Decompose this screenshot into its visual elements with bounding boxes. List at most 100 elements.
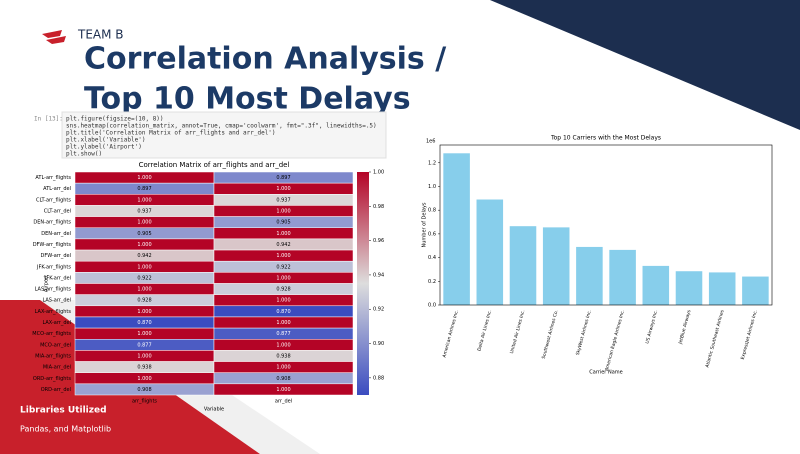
chart-title: Top 10 Carriers with the Most Delays	[550, 135, 661, 142]
footer-heading: Libraries Utilized	[20, 406, 107, 416]
cell-label: 0.877	[276, 331, 290, 337]
cell-label: 1.000	[276, 231, 290, 237]
bar	[609, 249, 636, 305]
y-tick-label: 0.4	[428, 255, 436, 261]
row-label: LAX-arr_del	[42, 320, 71, 326]
y-offset-label: 1e6	[426, 139, 435, 145]
bar	[742, 276, 769, 305]
team-label: TEAM B	[77, 28, 124, 42]
colorbar-tick-label: 0.94	[373, 272, 384, 278]
cell-label: 0.938	[137, 365, 151, 371]
cell-label: 1.000	[137, 220, 151, 226]
cell-label: 0.870	[137, 320, 151, 326]
y-tick-label: 0.8	[428, 208, 436, 214]
cell-label: 1.000	[137, 264, 151, 270]
code-line: plt.figure(figsize=(10, 8))	[66, 116, 164, 123]
cell-label: 1.000	[137, 242, 151, 248]
cell-label: 1.000	[276, 387, 290, 393]
cell-label: 0.897	[137, 186, 151, 192]
cell-label: 1.000	[276, 365, 290, 371]
cell-label: 1.000	[137, 353, 151, 359]
cell-label: 0.905	[137, 231, 151, 237]
row-label: MIA-arr_flights	[35, 353, 71, 359]
cell-label: 1.000	[137, 175, 151, 181]
column-label: arr_del	[275, 399, 292, 405]
bar	[476, 199, 504, 305]
row-label: CLT-arr_del	[44, 209, 71, 215]
cell-label: 0.922	[137, 275, 151, 281]
plot-frame	[439, 144, 773, 306]
cell-label: 0.942	[276, 242, 290, 248]
chart-title: Correlation Matrix of arr_flights and ar…	[139, 161, 290, 169]
title-line: Correlation Analysis /	[84, 42, 446, 77]
cell-label: 1.000	[276, 186, 290, 192]
cell-label: 0.937	[137, 209, 151, 215]
code-line: plt.title('Correlation Matrix of arr_fli…	[66, 130, 276, 137]
code-line: sns.heatmap(correlation_matrix, annot=Tr…	[66, 123, 377, 130]
cell-label: 0.877	[137, 342, 151, 348]
colorbar-tick-label: 0.90	[373, 341, 384, 347]
row-label: DEN-arr_del	[41, 231, 71, 237]
logo	[42, 30, 66, 44]
navy-corner	[490, 0, 800, 130]
cell-label: 1.000	[137, 309, 151, 315]
row-label: LAS-arr_flights	[35, 287, 72, 293]
code-cell	[61, 111, 387, 159]
code-prompt: In [13]:	[34, 116, 63, 123]
y-axis-label: Number of Delays	[422, 202, 428, 247]
y-axis-label: Airport	[44, 275, 50, 292]
code-line: plt.xlabel('Variable')	[66, 137, 145, 144]
logo-stroke	[46, 36, 66, 44]
x-axis-label: Variable	[204, 407, 224, 413]
code-line: plt.ylabel('Airport')	[66, 144, 142, 151]
row-label: DEN-arr_flights	[33, 220, 71, 226]
y-tick-label: 1.2	[428, 160, 436, 166]
cell-label: 1.000	[276, 275, 290, 281]
bar	[542, 227, 570, 305]
row-label: DFW-arr_del	[41, 253, 72, 259]
cell-label: 1.000	[137, 287, 151, 293]
cell-label: 0.938	[276, 353, 290, 359]
row-label: MCO-arr_flights	[32, 331, 71, 337]
cell-label: 0.908	[137, 387, 151, 393]
y-tick-label: 0.0	[428, 303, 436, 309]
cell-label: 0.908	[276, 376, 290, 382]
title-line: Top 10 Most Delays	[84, 82, 411, 117]
y-tick-label: 1.0	[428, 184, 436, 190]
row-label: ATL-arr_flights	[35, 175, 71, 181]
y-tick-label: 0.2	[428, 279, 436, 285]
cell-label: 0.870	[276, 309, 290, 315]
cell-label: 1.000	[137, 331, 151, 337]
bar	[576, 246, 603, 305]
row-label: ATL-arr_del	[43, 186, 71, 192]
cell-label: 0.897	[276, 175, 290, 181]
colorbar	[357, 172, 369, 395]
row-label: LAX-arr_flights	[35, 309, 72, 315]
colorbar-tick-label: 0.96	[373, 238, 384, 244]
cell-label: 0.937	[276, 197, 290, 203]
cell-label: 0.928	[276, 287, 290, 293]
row-label: LAS-arr_del	[42, 298, 71, 304]
x-axis-label: Carrier Name	[589, 370, 622, 376]
cell-label: 1.000	[137, 197, 151, 203]
row-label: ORD-arr_del	[41, 387, 71, 393]
cell-label: 1.000	[276, 298, 290, 304]
heatmap-cell	[213, 383, 354, 396]
bar	[675, 271, 703, 305]
bar	[708, 272, 736, 305]
row-label: CLT-arr_flights	[36, 197, 71, 203]
row-label: MCO-arr_del	[40, 342, 71, 348]
cell-label: 1.000	[276, 253, 290, 259]
cell-label: 1.000	[276, 342, 290, 348]
cell-label: 0.922	[276, 264, 290, 270]
cell-label: 0.942	[137, 253, 151, 259]
cell-label: 1.000	[276, 209, 290, 215]
row-label: ORD-arr_flights	[33, 376, 71, 382]
row-label: JFK-arr_flights	[36, 264, 71, 270]
bar	[443, 153, 470, 305]
row-label: JFK-arr_del	[44, 275, 71, 281]
colorbar-tick-label: 1.00	[373, 170, 384, 176]
cell-label: 1.000	[137, 376, 151, 382]
